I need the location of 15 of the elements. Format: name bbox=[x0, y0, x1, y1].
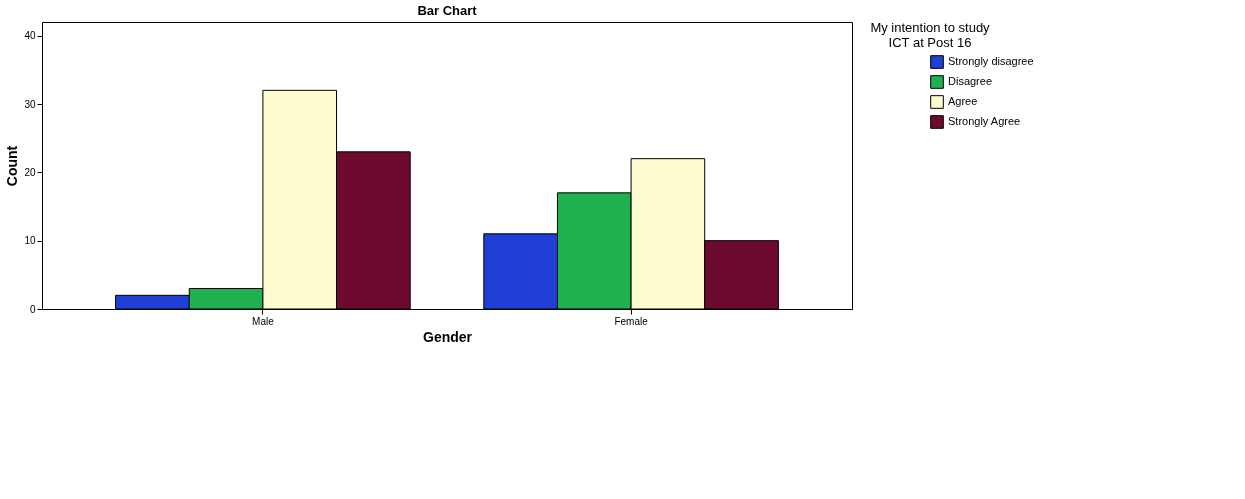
chart-title: Bar Chart bbox=[417, 3, 478, 18]
legend-title: My intention to study ICT at Post 16 bbox=[870, 20, 991, 50]
legend-label: Strongly disagree bbox=[948, 55, 1034, 67]
y-tick-label: 10 bbox=[24, 235, 36, 247]
y-tick-label: 30 bbox=[24, 98, 36, 110]
x-axis-title: Gender bbox=[422, 328, 473, 345]
x-tick-label: Male bbox=[252, 315, 275, 327]
legend-label: Disagree bbox=[948, 75, 993, 87]
x-tick-label: Female bbox=[614, 315, 649, 327]
y-tick-label: 0 bbox=[29, 303, 36, 315]
legend-label: Strongly Agree bbox=[948, 115, 1021, 127]
y-axis-title: Count bbox=[4, 145, 21, 187]
y-tick-label: 40 bbox=[24, 30, 36, 42]
y-tick-label: 20 bbox=[24, 166, 36, 178]
legend-label: Agree bbox=[948, 95, 978, 107]
